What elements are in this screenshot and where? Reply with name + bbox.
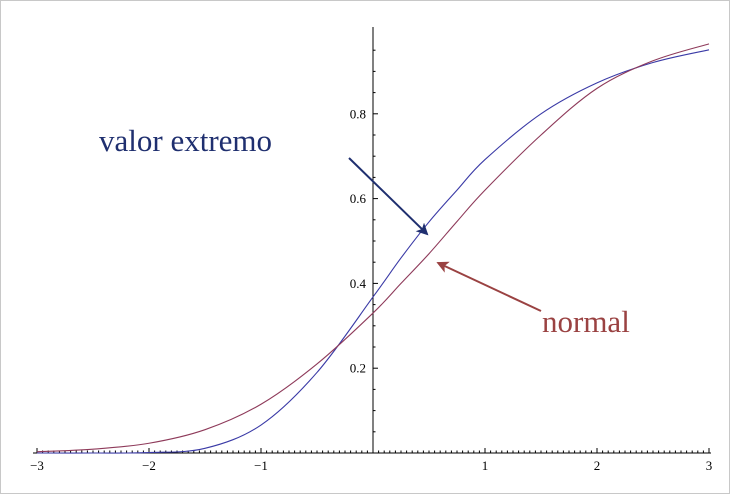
x-tick-label: −3 <box>30 458 44 473</box>
series-line-normal <box>36 43 710 453</box>
x-tick-label: 2 <box>594 458 601 473</box>
x-tick-label: −2 <box>142 458 156 473</box>
axes: −3 −2 −1 1 2 3 0.2 0.4 0.6 0.8 <box>30 27 712 473</box>
x-tick-label: 1 <box>482 458 489 473</box>
series-line-extreme <box>36 49 710 454</box>
annotations: valor extremo normal <box>99 123 630 339</box>
y-tick-label: 0.6 <box>350 191 367 206</box>
y-tick-label: 0.4 <box>350 276 367 291</box>
x-ticks: −3 −2 −1 1 2 3 <box>30 448 712 473</box>
arrow-normal <box>436 261 542 312</box>
x-tick-label: −1 <box>254 458 268 473</box>
series-layer <box>36 43 710 454</box>
annotation-normal: normal <box>542 304 630 339</box>
x-tick-label: 3 <box>706 458 713 473</box>
y-tick-label: 0.8 <box>350 106 366 121</box>
y-tick-label: 0.2 <box>350 361 366 376</box>
y-ticks: 0.2 0.4 0.6 0.8 <box>350 106 378 376</box>
arrow-valor-extremo <box>348 157 429 236</box>
annotation-valor-extremo: valor extremo <box>99 123 272 158</box>
minor-ticks <box>42 49 704 453</box>
